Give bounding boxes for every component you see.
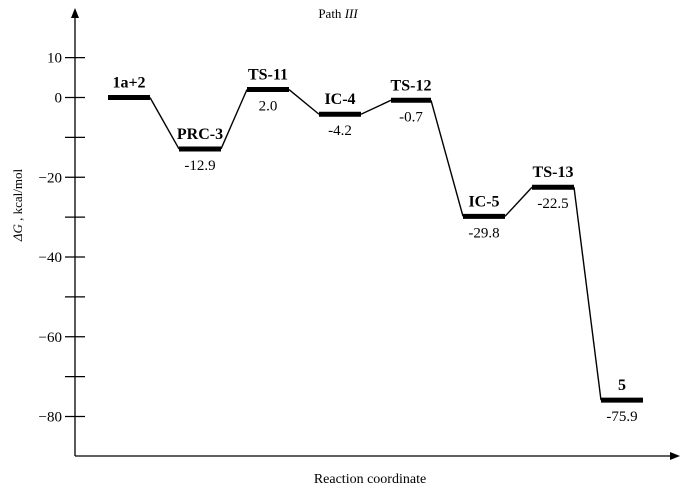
x-axis-arrow [670,452,680,460]
y-axis-arrow [71,8,79,18]
y-tick-label: −40 [39,250,62,266]
state-energy-label: -4.2 [328,123,352,139]
state-energy-label: -22.5 [537,196,568,212]
state-energy-label: -29.8 [468,225,499,241]
chart-title-text: Path [318,6,342,21]
state-energy-label: -12.9 [184,158,215,174]
state-name-label: IC-5 [468,193,499,210]
connector-line [573,187,602,401]
state-name-label: PRC-3 [177,126,223,143]
y-tick-label: −60 [39,330,62,346]
y-tick-label: 0 [55,91,63,107]
y-axis-label-symbol: ΔG [10,224,25,243]
state-energy-label: -0.7 [399,109,423,125]
y-axis-label-rest: , kcal/mol [10,168,25,220]
state-name-label: TS-13 [533,164,574,181]
y-tick-label: −20 [39,170,62,186]
state-name-label: 1a+2 [112,75,145,92]
state-name-label: 5 [618,377,626,394]
y-tick-label: −80 [39,410,62,426]
state-name-label: TS-11 [248,67,288,84]
state-name-label: IC-4 [324,91,355,108]
axes: 10 0 −20 −40 −60 −80 [39,8,680,460]
y-tick-label: 10 [47,51,62,67]
connector-line [360,99,392,115]
state-energy-label: 2.0 [259,99,278,115]
connector-line [504,186,533,217]
chart-title-italic: III [344,6,359,21]
connector-line [430,100,464,217]
y-axis-label: ΔG , kcal/mol [10,168,25,242]
x-axis-label: Reaction coordinate [314,472,426,487]
state-energy-label: -75.9 [606,409,637,425]
connector-line [149,97,180,150]
energy-levels [108,87,643,403]
connector-line [220,89,248,150]
connector-line [288,88,320,115]
state-labels: 1a+2 PRC-3 -12.9 TS-11 2.0 IC-4 -4.2 TS-12 -0.7 I… [112,67,637,426]
connectors [149,88,602,401]
chart-title: Path III [318,6,358,21]
state-name-label: TS-12 [391,77,432,94]
